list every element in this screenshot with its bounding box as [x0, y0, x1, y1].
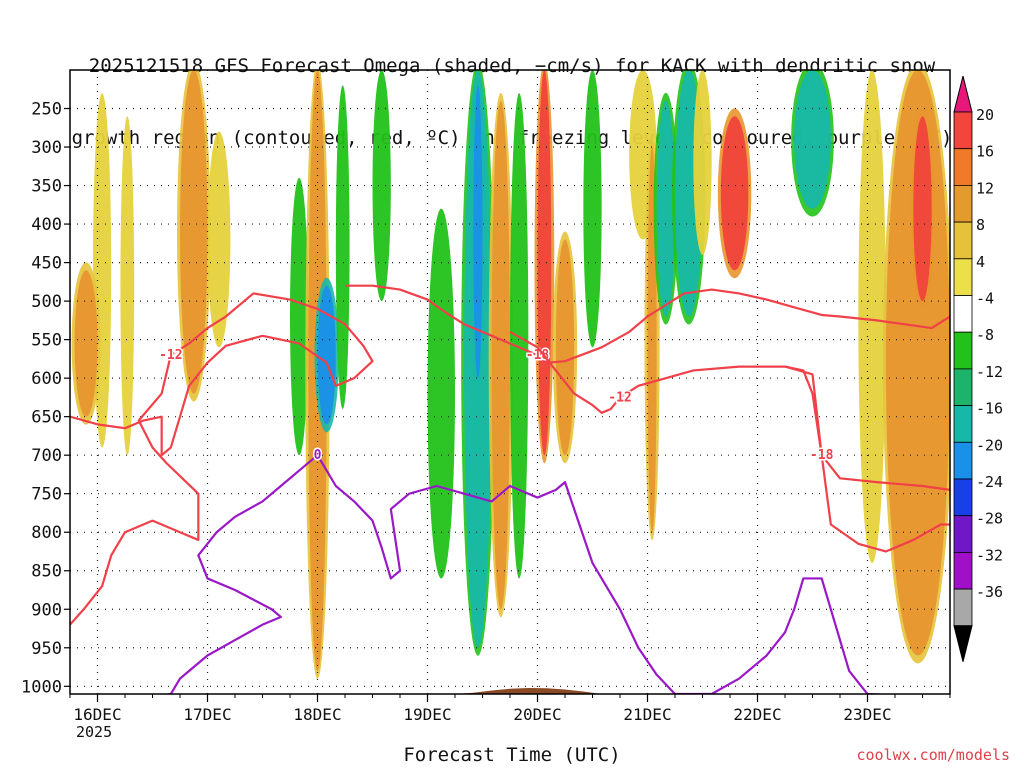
contour-dgz-minus12: [70, 292, 374, 626]
colorbar-label: -28: [976, 510, 1003, 528]
colorbar-segment: [953, 368, 973, 406]
colorbar-segment: [953, 148, 973, 186]
colorbar-label: 16: [976, 143, 994, 161]
y-tick-label: 300: [31, 138, 62, 158]
surface-terrain: [70, 688, 950, 694]
omega-region: [555, 239, 575, 456]
omega-region: [693, 70, 712, 255]
credit-link[interactable]: coolwx.com/models: [856, 746, 1010, 764]
colorbar-label: -12: [976, 363, 1003, 381]
colorbar-label: -36: [976, 583, 1003, 601]
colorbar-segment: [953, 405, 973, 443]
y-tick-label: 600: [31, 369, 62, 389]
terrain-fill: [70, 688, 950, 694]
colorbar-label: -8: [976, 326, 994, 344]
omega-region: [913, 116, 932, 302]
chart-title-line-1: 2025121518 GFS Forecast Omega (shaded, −…: [88, 55, 936, 77]
colorbar-label: -4: [976, 290, 994, 308]
x-tick-label: 17DEC: [183, 705, 231, 724]
y-tick-label: 850: [31, 562, 62, 582]
omega-region: [74, 270, 98, 417]
colorbar-segment: [953, 184, 973, 223]
x-tick-label: 22DEC: [733, 705, 781, 724]
contour-freezing-level: [162, 454, 894, 694]
x-tick-label: 23DEC: [843, 705, 891, 724]
contour-dgz-minus18-lower: [784, 365, 950, 491]
y-tick-label: 800: [31, 523, 62, 543]
colorbar-segment: [953, 221, 973, 260]
colorbar-segment: [953, 588, 973, 627]
colorbar-top-arrow: [953, 75, 973, 113]
omega-region: [290, 177, 309, 456]
omega-region: [491, 100, 511, 610]
colorbar-segment: [953, 478, 973, 517]
contour-label: -12: [608, 390, 631, 405]
y-tick-label: 400: [31, 215, 62, 235]
contour-label: -18: [810, 448, 834, 463]
contour-label: -12: [159, 348, 182, 363]
y-tick-label: 550: [31, 331, 62, 351]
y-tick-label: 700: [31, 446, 62, 466]
colorbar-segment: [953, 258, 973, 296]
omega-region: [794, 70, 831, 209]
colorbar-segment: [953, 331, 973, 370]
contour-label: -18: [526, 348, 550, 363]
x-tick-label: 18DEC: [293, 705, 341, 724]
x-tick-label: 19DEC: [403, 705, 451, 724]
contour-dgz-minus12-right: [509, 330, 950, 553]
x-tick-label: 21DEC: [623, 705, 671, 724]
x-axis-year: 2025: [76, 723, 113, 741]
y-tick-label: 900: [31, 600, 62, 620]
colorbar-segment: [953, 552, 973, 590]
omega-region: [510, 93, 529, 579]
y-tick-label: 950: [31, 639, 62, 659]
x-axis-title: Forecast Time (UTC): [403, 744, 621, 766]
colorbar-segment: [953, 111, 973, 150]
colorbar-label: -20: [976, 436, 1003, 454]
omega-shading: [71, 70, 950, 679]
omega-region: [372, 70, 391, 302]
omega-region: [427, 208, 455, 579]
colorbar-segment: [953, 515, 973, 553]
y-tick-label: 450: [31, 254, 62, 274]
omega-region: [583, 70, 602, 348]
colorbar-label: -24: [976, 473, 1003, 491]
colorbar: 20 16 12 8 4 -4 -8 -12 -16 -20 -24 -28 -32 -36: [953, 75, 1003, 662]
x-axis: 16DEC 17DEC 18DEC 19DEC 20DEC 21DEC 22DEC 23DEC: [69, 694, 951, 724]
omega-region: [858, 70, 886, 564]
colorbar-label: 4: [976, 253, 985, 271]
y-tick-label: 350: [31, 177, 62, 197]
contours: -12 -18 -12 -18 0: [70, 284, 950, 694]
omega-region: [120, 116, 135, 456]
contour-dgz-minus18: [345, 284, 950, 364]
colorbar-label: -16: [976, 400, 1003, 418]
y-tick-label: 500: [31, 292, 62, 312]
colorbar-label: 20: [976, 106, 994, 124]
y-tick-label: 1000: [21, 677, 62, 697]
y-tick-label: 750: [31, 485, 62, 505]
contour-label: 0: [314, 448, 322, 463]
colorbar-bottom-arrow: [953, 625, 973, 662]
colorbar-label: -32: [976, 546, 1003, 564]
omega-region: [656, 100, 675, 317]
x-tick-label: 16DEC: [73, 705, 121, 724]
y-tick-label: 650: [31, 408, 62, 428]
omega-region: [720, 116, 749, 271]
y-tick-label: 250: [31, 100, 62, 120]
colorbar-label: 8: [976, 216, 985, 234]
colorbar-segment: [953, 295, 973, 333]
y-axis: 250 300 350 400 450 500 550 600 650 700 750 800 850 9…: [21, 100, 70, 697]
omega-region: [335, 85, 350, 409]
colorbar-segment: [953, 441, 973, 480]
omega-region: [180, 70, 208, 394]
colorbar-label: 12: [976, 179, 994, 197]
omega-region: [317, 285, 336, 425]
x-tick-label: 20DEC: [513, 705, 561, 724]
omega-region: [473, 85, 483, 379]
